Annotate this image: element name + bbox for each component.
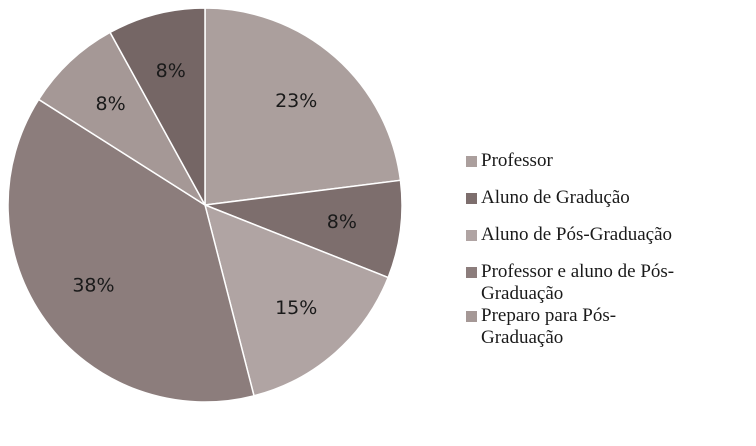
pie-slice xyxy=(203,203,390,397)
legend-item: Professor xyxy=(466,150,706,172)
legend-swatch xyxy=(466,230,477,241)
data-label: 8% xyxy=(156,60,186,82)
legend-item: Aluno de Pós-Graduação xyxy=(466,224,706,246)
legend-label: Professor e aluno de Pós-Graduação xyxy=(481,261,675,304)
data-label: 38% xyxy=(72,275,114,297)
pie-slice xyxy=(37,31,206,206)
pie-slice xyxy=(7,98,255,403)
legend-swatch xyxy=(466,267,477,278)
data-label: 15% xyxy=(275,297,317,319)
legend: Professor Aluno de Gradução Aluno de Pós-G… xyxy=(466,150,706,364)
legend-label: Aluno de Gradução xyxy=(481,187,630,208)
legend-label: Aluno de Pós-Graduação xyxy=(481,224,673,245)
pie-slice xyxy=(204,179,403,279)
pie-slice xyxy=(204,7,402,206)
pie-area: 23% 8% 15% 38% 8% 8% xyxy=(7,7,403,403)
pie-slice xyxy=(109,7,206,206)
data-label: 8% xyxy=(96,93,126,115)
data-label: 8% xyxy=(327,211,357,233)
legend-item: Professor e aluno de Pós-Graduação xyxy=(466,261,706,305)
legend-item: Preparo para Pós-Graduação xyxy=(466,305,651,349)
legend-item: Aluno de Gradução xyxy=(466,187,706,209)
legend-label: Professor xyxy=(481,150,553,171)
legend-label: Preparo para Pós-Graduação xyxy=(481,305,617,348)
legend-swatch xyxy=(466,193,477,204)
legend-swatch xyxy=(466,311,477,322)
legend-swatch xyxy=(466,156,477,167)
data-label: 23% xyxy=(275,90,317,112)
